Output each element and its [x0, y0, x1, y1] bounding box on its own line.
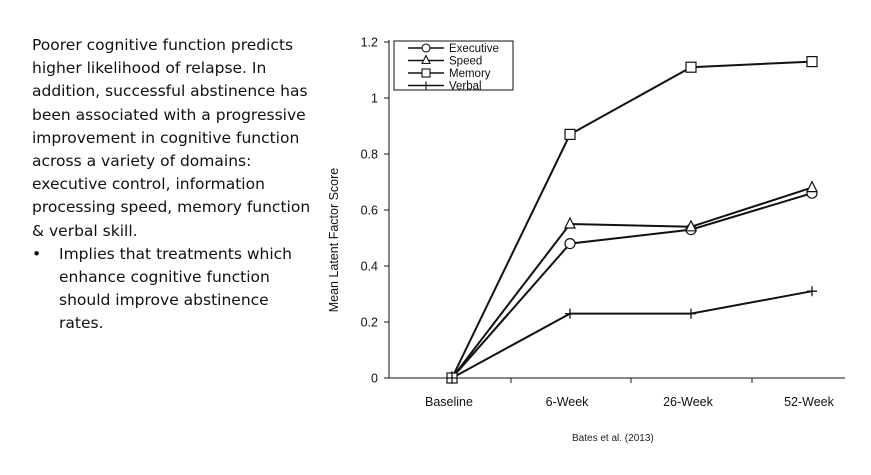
y-tick-label: 0.8: [361, 148, 378, 162]
legend-box: [393, 40, 514, 91]
legend-marker: [422, 81, 430, 90]
series-line-memory: [451, 60, 813, 379]
data-point-memory: [806, 55, 818, 68]
legend-label: Memory: [449, 68, 491, 80]
y-tick-label: 0.2: [361, 316, 378, 330]
x-tick-label: 26-Week: [663, 395, 714, 409]
x-tick-label: 52-Week: [784, 395, 835, 409]
series-line-verbal: [451, 290, 813, 379]
bullet-text: Implies that treatments which enhance co…: [59, 244, 292, 333]
legend-marker: [421, 54, 431, 65]
y-tick-label: 1.2: [361, 36, 378, 50]
bullet-item: • Implies that treatments which enhance …: [32, 243, 317, 336]
series-line-speed: [451, 186, 813, 379]
y-tick-label: 0.6: [361, 204, 378, 218]
data-point-speed: [685, 219, 697, 232]
data-point-memory: [685, 61, 697, 73]
text-panel: Poorer cognitive function predicts highe…: [32, 34, 317, 336]
y-tick-label: 0.4: [361, 260, 378, 274]
data-point-verbal: [807, 286, 817, 297]
data-point-verbal: [686, 308, 696, 319]
legend-label: Verbal: [449, 81, 482, 93]
body-paragraph: Poorer cognitive function predicts highe…: [32, 36, 311, 240]
legend-label: Executive: [449, 43, 499, 55]
y-axis-title: Mean Latent Factor Score: [327, 168, 341, 313]
series-line-executive: [451, 192, 813, 379]
bullet-list: • Implies that treatments which enhance …: [32, 243, 317, 336]
legend-label: Speed: [449, 56, 482, 68]
data-point-memory: [564, 128, 576, 140]
legend-marker: [421, 43, 431, 53]
citation: Bates et al. (2013): [572, 433, 654, 444]
y-tick-label: 1: [371, 92, 378, 106]
bullet-icon: •: [32, 244, 42, 263]
data-point-executive: [564, 238, 576, 250]
x-tick-label: Baseline: [425, 395, 473, 409]
data-point-verbal: [565, 308, 575, 319]
y-tick-label: 0: [371, 372, 378, 386]
x-tick-label: 6-Week: [546, 395, 590, 409]
legend-marker: [421, 68, 431, 78]
data-point-speed: [806, 180, 818, 193]
data-point-verbal: [447, 373, 457, 383]
data-point-speed: [564, 216, 576, 229]
